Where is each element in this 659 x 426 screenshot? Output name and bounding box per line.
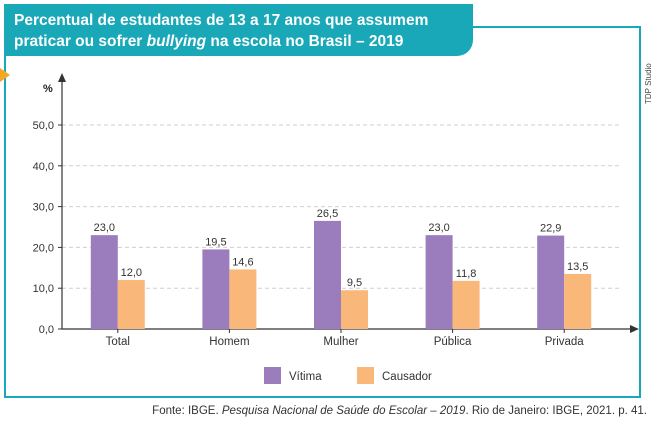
bar-value-label: 13,5 — [567, 261, 588, 273]
section-marker-icon — [0, 68, 10, 82]
chart-title-italic-term: bullying — [146, 33, 207, 50]
bar-vitima — [314, 220, 341, 329]
x-tick-label: Mulher — [323, 336, 358, 348]
source-note: Fonte: IBGE. Pesquisa Nacional de Saúde … — [152, 405, 647, 417]
y-tick-label: 50,0 — [33, 120, 54, 132]
legend-swatch — [357, 367, 374, 384]
chart-frame — [4, 26, 641, 398]
bar-causador — [341, 290, 368, 329]
chart-title-banner: Percentual de estudantes de 13 a 17 anos… — [4, 4, 473, 56]
source-prefix: Fonte: IBGE. — [152, 405, 222, 417]
bar-vitima — [537, 235, 565, 329]
y-axis-label: % — [43, 83, 53, 95]
bar-value-label: 9,5 — [347, 277, 362, 289]
y-tick-label: 10,0 — [33, 283, 54, 295]
bar-value-label: 19,5 — [205, 236, 226, 248]
legend-swatch — [264, 367, 281, 384]
chart-title-line-2: praticar ou sofrer bullying na escola no… — [14, 31, 465, 52]
bar-vitima — [90, 235, 118, 329]
bar-causador — [117, 280, 145, 329]
x-tick-label: Privada — [545, 336, 585, 348]
chart-title-line-2-start: praticar ou sofrer — [14, 33, 147, 50]
bar-vitima — [202, 249, 230, 329]
bar-value-label: 23,0 — [428, 222, 449, 234]
x-tick-label: Homem — [209, 336, 249, 348]
chart-title-line-2-end: na escola no Brasil – 2019 — [206, 33, 404, 50]
y-axis-arrow-icon — [58, 73, 66, 82]
bar-value-label: 23,0 — [94, 222, 115, 234]
y-tick-label: 40,0 — [33, 161, 54, 173]
bar-value-label: 22,9 — [540, 223, 561, 235]
bar-value-label: 12,0 — [121, 267, 142, 279]
chart-title-line-1: Percentual de estudantes de 13 a 17 anos… — [14, 12, 429, 29]
source-publication: Pesquisa Nacional de Saúde do Escolar – … — [221, 405, 466, 417]
y-tick-label: 0,0 — [39, 324, 54, 336]
source-suffix: . Rio de Janeiro: IBGE, 2021. p. 41. — [465, 405, 647, 417]
bar-value-label: 26,5 — [317, 208, 338, 220]
y-tick-label: 20,0 — [33, 242, 54, 254]
bar-causador — [564, 273, 592, 329]
bar-vitima — [425, 235, 453, 329]
y-tick-label: 30,0 — [33, 202, 54, 214]
x-tick-label: Total — [106, 336, 130, 348]
bar-causador — [452, 280, 480, 329]
legend-label: Causador — [382, 371, 432, 383]
x-axis-arrow-icon — [630, 325, 639, 333]
bar-value-label: 11,8 — [456, 268, 477, 280]
legend-label: Vítima — [289, 371, 322, 383]
bar-value-label: 14,6 — [232, 256, 253, 268]
bar-causador — [229, 269, 257, 329]
x-tick-label: Pública — [434, 336, 472, 348]
